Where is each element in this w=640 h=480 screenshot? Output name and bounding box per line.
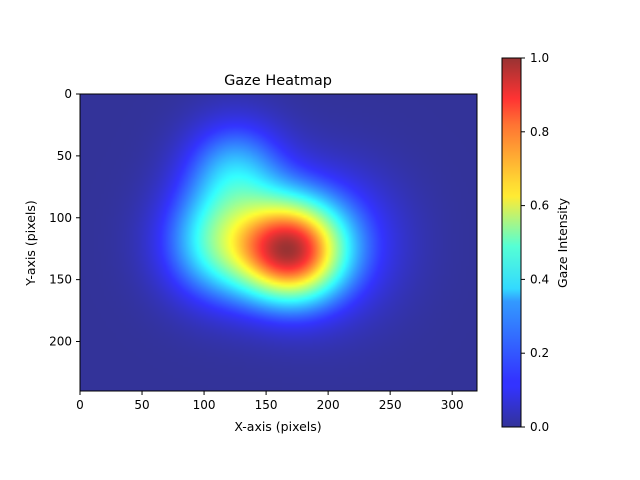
- colorbar: 0.0 0.2 0.4 0.6 0.8 1.0 Gaze Intensity: [501, 51, 570, 434]
- colorbar-label: Gaze Intensity: [555, 197, 570, 288]
- colorbar-tick-label: 0.4: [530, 272, 549, 286]
- y-axis-ticks: 0 50 100 150 200: [49, 87, 80, 349]
- heatmap-plot-area: [79, 93, 478, 392]
- x-axis-ticks: 0 50 100 150 200 250 300: [76, 391, 464, 412]
- colorbar-tick-label: 0.8: [530, 125, 549, 139]
- y-tick-label: 0: [64, 87, 72, 101]
- y-tick-label: 100: [49, 211, 72, 225]
- y-tick-label: 200: [49, 335, 72, 349]
- x-tick-label: 200: [317, 398, 340, 412]
- colorbar-ticks: 0.0 0.2 0.4 0.6 0.8 1.0: [521, 51, 549, 434]
- plot-frame: [79, 93, 478, 392]
- heatmap-image: [80, 94, 477, 391]
- x-tick-label: 0: [76, 398, 84, 412]
- x-tick-label: 50: [134, 398, 149, 412]
- x-tick-label: 150: [255, 398, 278, 412]
- colorbar-tick-label: 1.0: [530, 51, 549, 65]
- x-tick-label: 250: [379, 398, 402, 412]
- colorbar-tick-label: 0.0: [530, 420, 549, 434]
- colorbar-tick-label: 0.6: [530, 199, 549, 213]
- x-tick-label: 100: [193, 398, 216, 412]
- colorbar-frame: [501, 57, 522, 428]
- y-tick-label: 150: [49, 273, 72, 287]
- y-axis-label: Y-axis (pixels): [23, 200, 38, 287]
- y-tick-label: 50: [57, 149, 72, 163]
- x-tick-label: 300: [441, 398, 464, 412]
- x-axis-label: X-axis (pixels): [234, 419, 321, 434]
- colorbar-tick-label: 0.2: [530, 346, 549, 360]
- chart-title: Gaze Heatmap: [224, 73, 332, 89]
- colorbar-gradient: [502, 58, 521, 427]
